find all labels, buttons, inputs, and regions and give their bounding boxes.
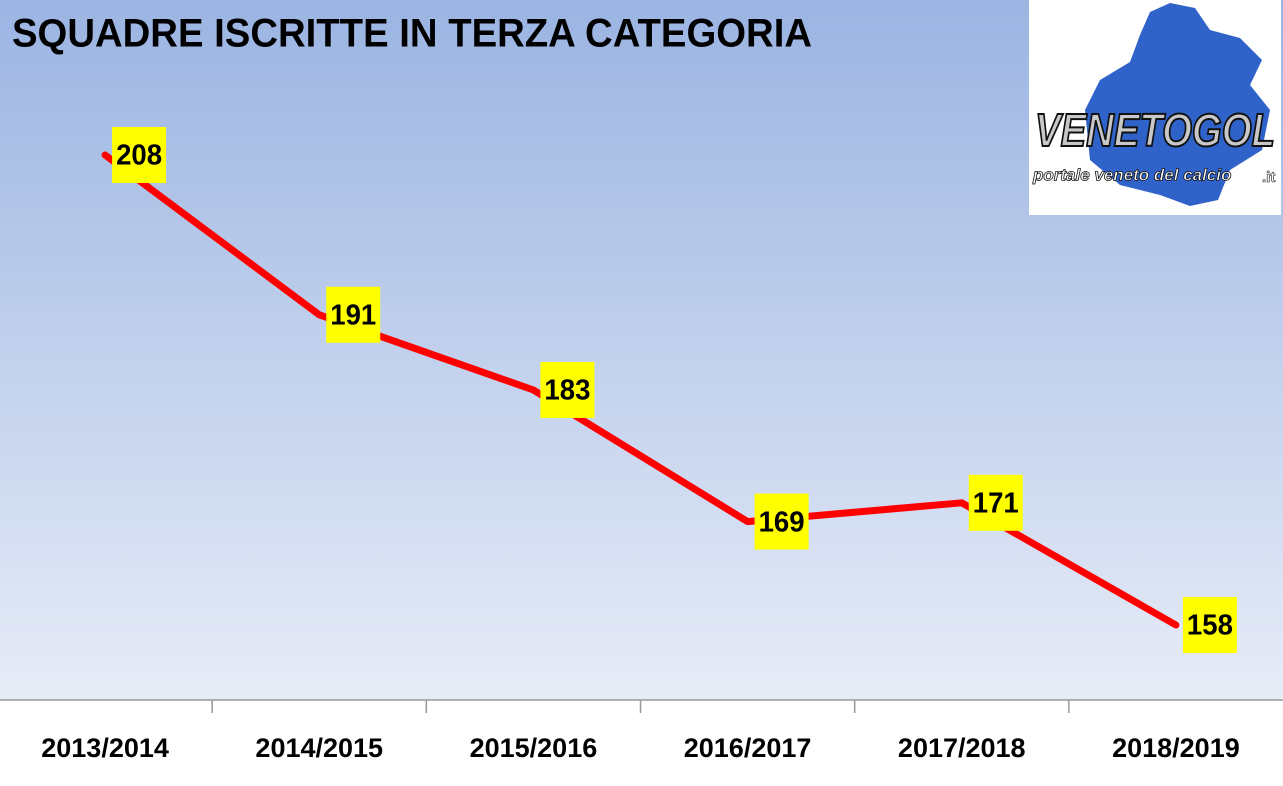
data-label-text: 183 [544,375,590,407]
data-label-text: 208 [116,140,162,172]
axis-background [0,700,1283,781]
data-label-box [968,474,1023,531]
logo-tagline: portale veneto del calcio [1032,165,1231,184]
data-label-box [754,493,809,550]
data-label: 171 [968,474,1023,531]
x-tick-label: 2016/2017 [684,733,812,763]
data-label: 208 [112,127,167,183]
x-tick-label: 2017/2018 [898,733,1026,763]
data-label: 183 [540,362,595,418]
data-label-text: 171 [973,487,1019,519]
data-label-text: 158 [1187,610,1233,642]
x-tick-label: 2014/2015 [255,733,383,763]
logo-domain: .it [1262,169,1275,186]
data-label: 158 [1182,597,1237,653]
data-label-text: 169 [759,506,805,538]
data-label-box [540,362,595,418]
logo-name: VENETOGOL [1035,104,1275,156]
data-label-text: 191 [330,299,376,331]
x-tick-label: 2015/2016 [470,733,598,763]
logo: VENETOGOL portale veneto del calcio .it [1029,0,1281,215]
chart-title: SQUADRE ISCRITTE IN TERZA CATEGORIA [12,12,812,56]
data-label: 169 [754,493,809,550]
data-label-box [1182,597,1237,653]
data-label: 191 [326,286,381,343]
x-tick-label: 2013/2014 [41,733,169,763]
x-tick-label: 2018/2019 [1112,733,1240,763]
data-label-box [326,286,381,343]
data-label-box [112,127,167,183]
region-shape [1085,3,1270,206]
